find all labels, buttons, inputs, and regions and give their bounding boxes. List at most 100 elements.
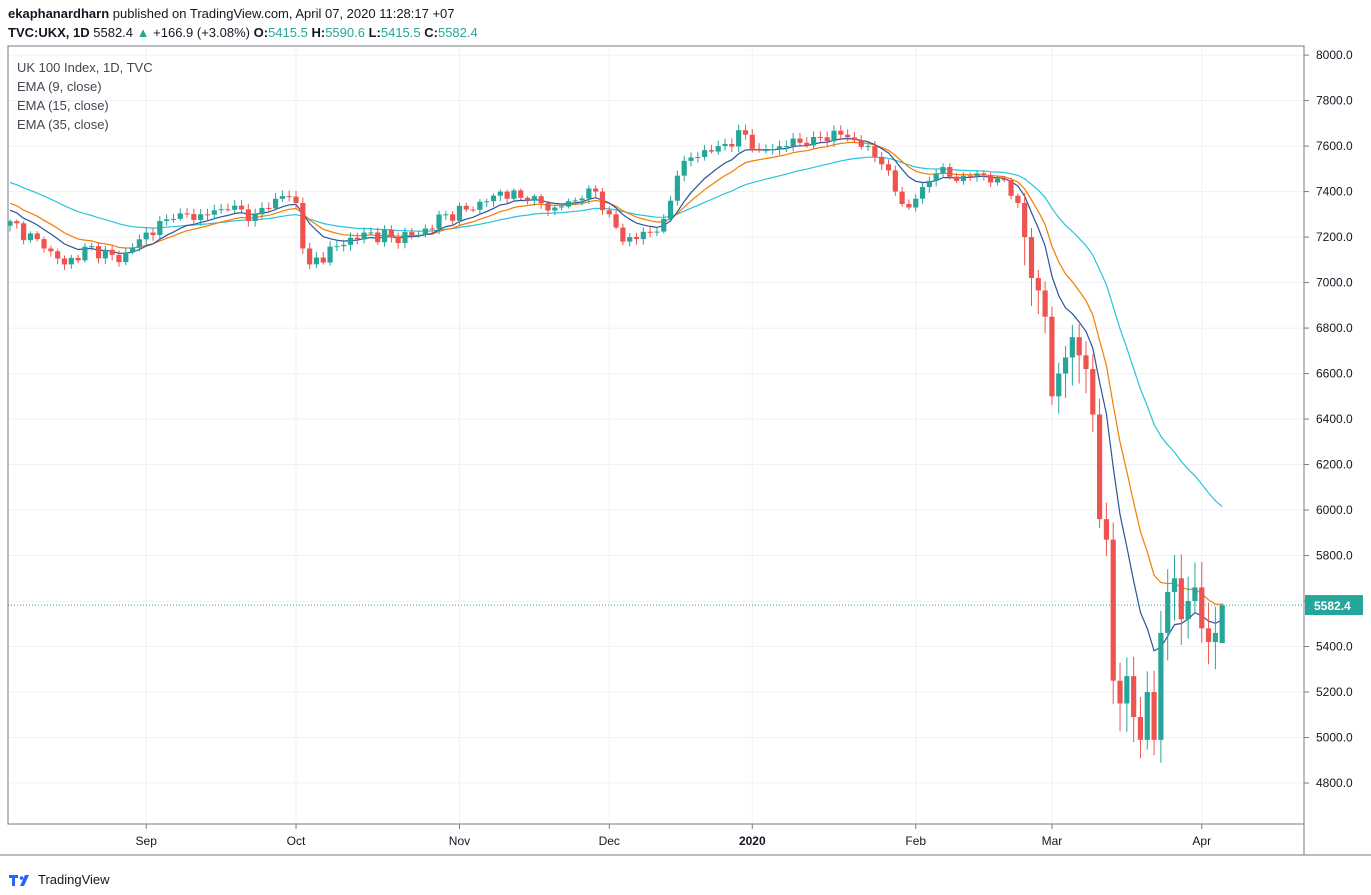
high-value: 5590.6	[325, 25, 365, 40]
candle-body	[211, 210, 217, 215]
candle-body	[940, 167, 946, 174]
candle-body	[1001, 178, 1007, 181]
tradingview-icon	[9, 874, 29, 886]
y-tick-label: 7000.0	[1316, 276, 1353, 290]
low-value: 5415.5	[380, 25, 421, 40]
candle-body	[341, 244, 347, 247]
candle-body	[702, 150, 708, 157]
candle-body	[1144, 692, 1150, 740]
candle-body	[497, 191, 503, 196]
candle-body	[545, 203, 551, 211]
candle-body	[1062, 357, 1069, 374]
candle-body	[300, 202, 306, 249]
candle-body	[885, 164, 892, 171]
candle-body	[756, 148, 762, 151]
candle-body	[1049, 316, 1055, 397]
author-name[interactable]: ekaphanardharn	[8, 6, 110, 21]
candle-body	[994, 178, 1001, 183]
candle-body	[1124, 676, 1130, 704]
legend-ema15: EMA (15, close)	[17, 98, 109, 113]
legend-ema9: EMA (9, close)	[17, 79, 102, 94]
y-tick-label: 4800.0	[1316, 776, 1353, 790]
candle-body	[456, 205, 463, 221]
publish-info: ekaphanardharn published on TradingView.…	[8, 6, 455, 21]
candle-body	[116, 254, 122, 263]
y-tick-label: 6000.0	[1316, 503, 1353, 517]
candle-body	[742, 130, 749, 135]
candle-body	[416, 234, 422, 236]
candle-body	[123, 252, 129, 263]
candle-body	[55, 251, 61, 259]
candle-body	[27, 233, 34, 241]
candle-body	[320, 257, 326, 263]
x-tick-label: Dec	[599, 834, 620, 848]
x-tick-label: Apr	[1192, 834, 1211, 848]
candle-body	[272, 198, 279, 209]
candle-body	[1035, 278, 1041, 291]
candle-body	[484, 201, 490, 203]
candle-body	[633, 237, 640, 240]
candle-body	[361, 232, 367, 240]
candle-body	[1199, 587, 1205, 629]
candle-body	[204, 214, 211, 216]
candle-body	[579, 198, 585, 201]
open-value: 5415.5	[268, 25, 308, 40]
candle-body	[1076, 337, 1082, 356]
price-change: +166.9 (+3.08%)	[153, 25, 250, 40]
x-tick-label: Nov	[449, 834, 470, 848]
candle-body	[988, 174, 994, 183]
candle-body	[674, 175, 680, 201]
tradingview-logo[interactable]: TradingView	[8, 872, 110, 887]
candle-body	[1151, 692, 1157, 740]
candle-body	[443, 214, 449, 216]
candle-body	[899, 191, 905, 204]
ema9-line	[9, 137, 1223, 652]
y-tick-label: 5200.0	[1316, 685, 1353, 699]
candle-body	[851, 137, 858, 141]
plot-frame	[7, 45, 1305, 825]
candle-body	[422, 228, 429, 235]
candle-body	[933, 173, 939, 181]
candle-body	[177, 213, 183, 219]
candle-body	[184, 213, 190, 215]
candle-body	[1137, 717, 1144, 740]
y-tick-label: 6200.0	[1316, 458, 1353, 472]
x-tick-label: 2020	[739, 834, 766, 848]
candle-body	[919, 187, 926, 199]
candle-body	[368, 232, 374, 234]
candle-body	[1022, 202, 1028, 238]
candle-body	[1219, 605, 1225, 644]
candle-body	[82, 246, 88, 261]
candle-body	[681, 160, 687, 176]
candle-body	[1165, 591, 1171, 633]
candle-body	[286, 196, 292, 198]
candle-body	[620, 227, 626, 242]
candle-body	[1158, 632, 1164, 740]
candle-body	[89, 246, 95, 248]
close-value: 5582.4	[437, 25, 478, 40]
y-tick-label: 7800.0	[1316, 94, 1353, 108]
candle-body	[531, 196, 537, 201]
candle-body	[143, 232, 149, 240]
candle-body	[136, 239, 142, 248]
candle-body	[599, 191, 606, 211]
candle-body	[1178, 578, 1184, 620]
candle-body	[347, 237, 354, 245]
symbol-label: TVC:UKX, 1D	[8, 25, 90, 40]
candle-body	[354, 237, 360, 240]
legend-symbol: UK 100 Index, 1D, TVC	[17, 60, 153, 75]
candle-body	[1205, 628, 1212, 643]
candle-body	[1110, 539, 1116, 681]
candle-body	[402, 232, 408, 244]
candle-body	[947, 167, 953, 177]
open-label: O:	[253, 25, 269, 40]
candle-body	[266, 207, 272, 209]
candle-body	[409, 232, 415, 236]
candle-body	[1192, 587, 1198, 602]
candle-body	[647, 231, 653, 233]
y-tick-label: 7600.0	[1316, 139, 1353, 153]
candle-body	[1117, 680, 1123, 704]
candle-body	[252, 214, 258, 221]
y-tick-label: 5400.0	[1316, 640, 1353, 654]
